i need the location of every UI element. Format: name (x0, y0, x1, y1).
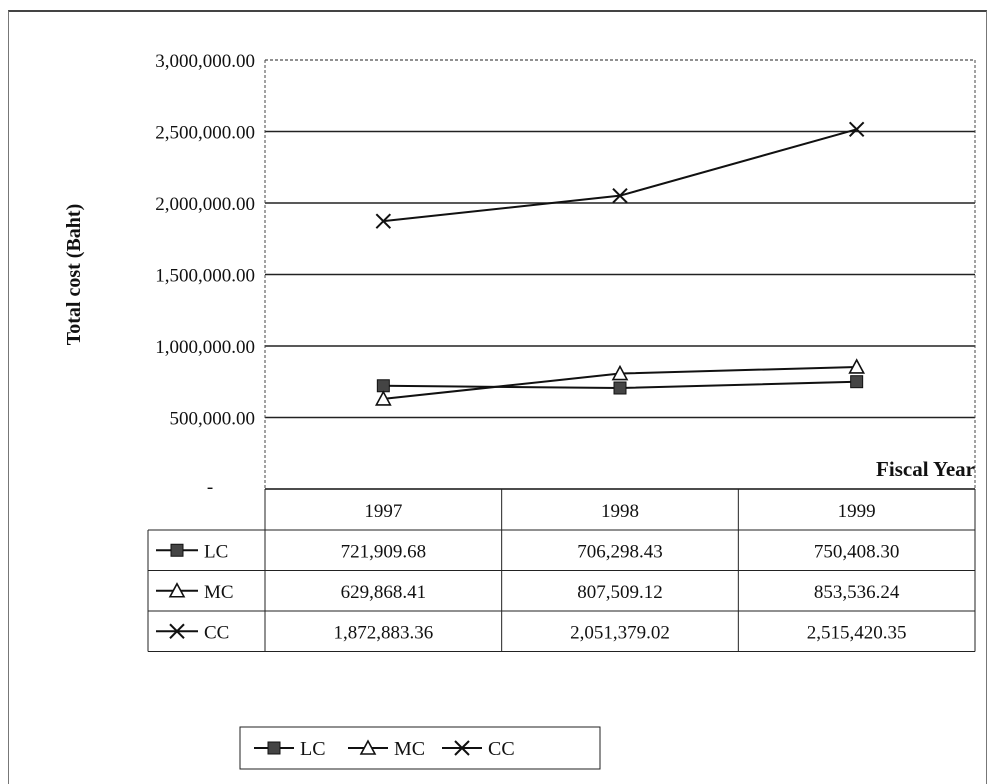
series-line-cc (383, 128, 857, 223)
point-lc-1998 (613, 381, 627, 395)
table-cell-lc-1999: 750,408.30 (814, 541, 900, 562)
point-cc-1998 (612, 187, 628, 204)
legend-box (239, 726, 601, 770)
table-header-1997: 1997 (364, 501, 402, 522)
point-cc-1997 (375, 213, 392, 229)
legend-label-mc: MC (394, 738, 425, 760)
y-tick-label: 3,000,000.00 (155, 51, 255, 72)
y-tick-label: 500,000.00 (170, 409, 256, 430)
point-lc-1999 (850, 375, 864, 389)
y-tick-label: 2,500,000.00 (155, 123, 255, 144)
table-cell-lc-1997: 721,909.68 (341, 541, 427, 562)
row-label-cc: CC (204, 622, 229, 643)
table-cell-lc-1998: 706,298.43 (577, 541, 663, 562)
point-mc-1999 (848, 358, 866, 374)
table-cell-mc-1998: 807,509.12 (577, 582, 663, 603)
legend-key-marker-lc (267, 741, 281, 755)
row-key-marker-cc (169, 623, 185, 639)
y-axis-title: Total cost (Baht) (63, 204, 85, 345)
y-tick-label: 2,000,000.00 (155, 194, 255, 215)
point-cc-1999 (848, 121, 865, 138)
y-tick-label: 1,500,000.00 (155, 266, 255, 287)
chart-frame (8, 10, 987, 784)
table-cell-cc-1998: 2,051,379.02 (570, 622, 670, 643)
row-key-marker-lc (170, 543, 184, 557)
table-cell-cc-1997: 1,872,883.36 (333, 622, 433, 643)
legend-key-marker-mc (359, 739, 377, 755)
table-cell-mc-1997: 629,868.41 (341, 582, 427, 603)
table-header-1998: 1998 (601, 501, 639, 522)
x-axis-title: Fiscal Year (876, 457, 975, 481)
legend-key-marker-cc (454, 740, 470, 756)
legend-label-cc: CC (488, 738, 515, 760)
table-cell-mc-1999: 853,536.24 (814, 582, 900, 603)
y-tick-label: - (207, 477, 213, 498)
point-mc-1998 (611, 364, 629, 381)
legend-label-lc: LC (300, 738, 326, 760)
row-label-lc: LC (204, 541, 228, 562)
y-tick-label: 1,000,000.00 (155, 337, 255, 358)
table-header-1999: 1999 (838, 501, 876, 522)
point-lc-1997 (376, 379, 390, 393)
table-cell-cc-1999: 2,515,420.35 (807, 622, 907, 643)
row-key-marker-mc (168, 582, 186, 598)
row-label-mc: MC (204, 582, 234, 603)
point-mc-1997 (374, 390, 392, 406)
